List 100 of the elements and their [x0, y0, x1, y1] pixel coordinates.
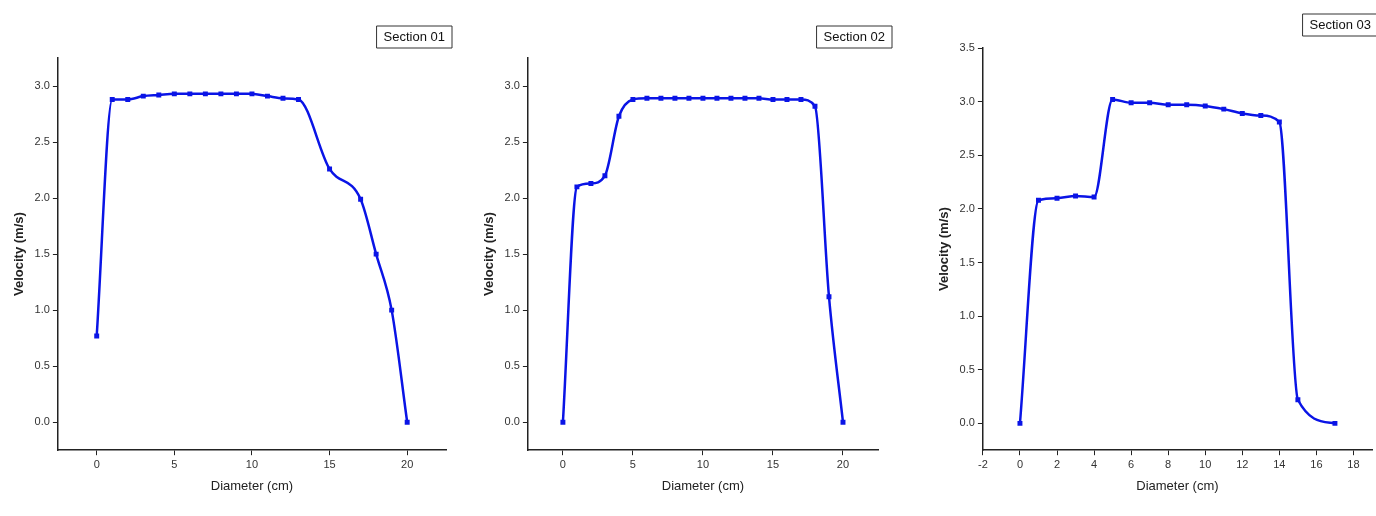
point — [233, 91, 239, 97]
x-tick-label: 20 — [401, 457, 414, 470]
chart-title: Section 02 — [823, 28, 885, 44]
y-tick-label: 0.0 — [959, 416, 975, 429]
chart-title: Section 01 — [383, 28, 445, 44]
y-tick-label: 2.0 — [34, 191, 50, 204]
point — [202, 91, 208, 97]
y-axis-title: Velocity (m/s) — [481, 212, 497, 297]
y-tick-label: 1.5 — [959, 255, 975, 268]
point — [1239, 110, 1245, 116]
point — [1110, 97, 1116, 102]
x-tick-label: 14 — [1273, 457, 1286, 470]
point — [770, 96, 776, 102]
y-tick-label: 0.5 — [959, 362, 975, 375]
point — [389, 307, 395, 313]
point — [756, 95, 762, 101]
y-tick-label: 0.0 — [504, 415, 520, 428]
point — [644, 95, 650, 101]
y-tick-label: 1.0 — [34, 303, 50, 316]
x-tick-label: 5 — [171, 457, 178, 470]
point — [265, 93, 270, 99]
x-tick-label: 12 — [1236, 457, 1249, 470]
point — [784, 96, 790, 102]
y-tick-label: 3.0 — [959, 94, 975, 107]
y-tick-label: 3.5 — [959, 41, 975, 54]
point — [686, 95, 692, 101]
y-tick-label: 2.5 — [959, 148, 975, 161]
x-tick-label: 16 — [1310, 457, 1323, 470]
point — [296, 96, 301, 102]
x-tick-label: 6 — [1128, 457, 1135, 470]
x-tick-label: 10 — [1199, 457, 1212, 470]
point — [327, 166, 333, 172]
y-tick-label: 3.0 — [34, 79, 50, 92]
y-axis-title: Velocity (m/s) — [11, 212, 27, 297]
point — [1258, 113, 1264, 119]
x-axis-title: Diameter (cm) — [210, 477, 294, 493]
point — [125, 96, 131, 102]
x-tick-label: 4 — [1091, 457, 1098, 470]
y-tick-label: 2.5 — [504, 135, 520, 148]
x-tick-label: 0 — [559, 457, 566, 470]
x-tick-label: 15 — [766, 457, 780, 470]
point — [1017, 420, 1023, 426]
x-tick-label: 8 — [1165, 457, 1172, 470]
y-tick-label: 1.0 — [959, 309, 975, 322]
x-tick-label: 20 — [836, 457, 850, 470]
point — [1036, 197, 1041, 203]
y-tick-label: 1.0 — [504, 303, 520, 316]
point — [1202, 103, 1208, 109]
y-tick-label: 2.0 — [959, 201, 975, 214]
point — [672, 95, 678, 101]
point — [373, 251, 379, 257]
point — [1295, 397, 1301, 403]
y-tick-label: 0.5 — [504, 359, 520, 372]
x-tick-label: 5 — [629, 457, 636, 470]
x-tick-label: 10 — [696, 457, 710, 470]
point — [1091, 194, 1097, 200]
point — [171, 91, 177, 97]
chart-title: Section 03 — [1309, 16, 1371, 32]
point — [249, 91, 255, 97]
y-axis-title: Velocity (m/s) — [936, 207, 952, 292]
y-tick-label: 3.0 — [504, 79, 520, 92]
point — [109, 96, 115, 102]
point — [404, 419, 410, 425]
x-tick-label: -2 — [978, 457, 988, 470]
x-tick-label: 10 — [245, 457, 259, 470]
point — [742, 95, 748, 101]
y-tick-label: 2.0 — [504, 191, 520, 204]
point — [574, 184, 580, 190]
y-tick-label: 1.5 — [504, 247, 520, 260]
point — [94, 333, 100, 339]
y-tick-label: 1.5 — [34, 247, 50, 260]
x-axis-title: Diameter (cm) — [661, 477, 745, 493]
y-tick-label: 2.5 — [34, 135, 50, 148]
x-tick-label: 2 — [1053, 457, 1061, 470]
point — [560, 419, 566, 425]
x-axis-title: Diameter (cm) — [1136, 477, 1219, 493]
y-tick-label: 0.0 — [34, 415, 50, 428]
y-tick-label: 0.5 — [34, 359, 50, 372]
x-tick-label: 15 — [323, 457, 336, 470]
point — [1128, 100, 1134, 106]
x-tick-label: 18 — [1347, 457, 1360, 470]
point — [1332, 420, 1338, 426]
point — [630, 96, 636, 102]
point — [140, 93, 146, 99]
point — [1184, 102, 1190, 108]
point — [218, 91, 224, 97]
x-tick-label: 0 — [1016, 457, 1024, 470]
point — [588, 181, 594, 186]
point — [187, 91, 193, 97]
x-tick-label: 0 — [93, 457, 100, 470]
point — [1221, 106, 1227, 112]
point — [358, 196, 364, 202]
point — [714, 95, 720, 101]
point — [1165, 102, 1171, 108]
point — [700, 95, 706, 101]
point — [658, 95, 664, 101]
point — [728, 95, 734, 101]
point — [616, 113, 622, 119]
point — [1147, 100, 1153, 106]
point — [602, 173, 608, 179]
